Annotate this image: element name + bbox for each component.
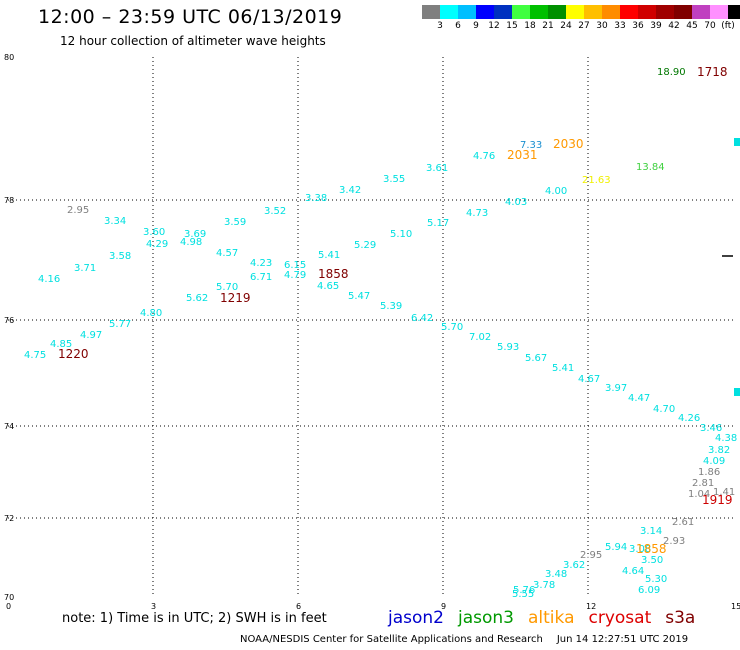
swh-label: 4.09 bbox=[703, 456, 725, 467]
swh-label: 4.57 bbox=[216, 248, 238, 259]
y-tick-label: 76 bbox=[4, 316, 14, 325]
swh-label: 5.47 bbox=[348, 291, 370, 302]
swh-label: 3.14 bbox=[640, 526, 662, 537]
satellite-label-s3a: s3a bbox=[665, 608, 695, 628]
swh-label: 3.48 bbox=[545, 569, 567, 580]
swh-label: 4.23 bbox=[250, 258, 272, 269]
satellite-label-cryosat: cryosat bbox=[589, 608, 652, 628]
footnote: note: 1) Time is in UTC; 2) SWH is in fe… bbox=[62, 611, 327, 626]
swh-label: 4.67 bbox=[578, 374, 600, 385]
swh-label: 18.90 bbox=[657, 67, 686, 78]
swh-label: 4.64 bbox=[622, 566, 644, 577]
edge-fragment bbox=[734, 138, 740, 146]
swh-label: 5.70 bbox=[441, 322, 463, 333]
swh-label: 6.09 bbox=[638, 585, 660, 596]
swh-label: 3.52 bbox=[264, 206, 286, 217]
swh-label: 4.98 bbox=[0, 0, 22, 3]
swh-label: 1919 bbox=[702, 493, 733, 507]
satellite-key: jason2 jason3 altika cryosat s3a bbox=[388, 608, 709, 628]
swh-label: 3.78 bbox=[533, 580, 555, 591]
swh-label: 13.84 bbox=[636, 162, 665, 173]
x-tick-label: 0 bbox=[6, 602, 11, 611]
swh-label: 1219 bbox=[220, 291, 251, 305]
y-tick-label: 80 bbox=[4, 53, 14, 62]
swh-label: 4.03 bbox=[505, 197, 527, 208]
swh-label: 5.41 bbox=[318, 250, 340, 261]
swh-label: 5.10 bbox=[390, 229, 412, 240]
swh-label: 3.34 bbox=[104, 216, 126, 227]
altimeter-plot: 8078767472700 3 6 9 12 1518.90 17187.33 2030203… bbox=[0, 0, 740, 650]
swh-label: 3.71 bbox=[74, 263, 96, 274]
y-tick-label: 70 bbox=[4, 593, 14, 602]
swh-label: 5.62 bbox=[186, 293, 208, 304]
axis-ticks: 8078767472700 3 6 9 12 15 bbox=[4, 53, 740, 611]
swh-label: 5.67 bbox=[525, 353, 547, 364]
swh-label: 3.82 bbox=[708, 445, 730, 456]
swh-labels: 18.90 17187.33 203020314.763.613.553.423.3… bbox=[0, 0, 737, 600]
swh-label: 5.94 bbox=[605, 542, 627, 553]
swh-label: 4.65 bbox=[317, 281, 339, 292]
swh-label: 4.26 bbox=[678, 413, 700, 424]
swh-label: 5.41 bbox=[552, 363, 574, 374]
satellite-label-jason2: jason2 bbox=[388, 608, 444, 628]
swh-label: 1.86 bbox=[698, 467, 720, 478]
x-tick-label: 3 bbox=[151, 602, 156, 611]
swh-label: 3.60 bbox=[143, 227, 165, 238]
swh-label: 1858 bbox=[636, 542, 667, 556]
y-tick-label: 74 bbox=[4, 422, 14, 431]
swh-label: 4.79 bbox=[284, 270, 306, 281]
x-tick-label: 6 bbox=[296, 602, 301, 611]
swh-label: 1220 bbox=[58, 347, 89, 361]
swh-label: 3.97 bbox=[605, 383, 627, 394]
edge-fragment bbox=[734, 388, 740, 396]
swh-label: 4.38 bbox=[715, 433, 737, 444]
swh-label: 4.70 bbox=[653, 404, 675, 415]
swh-label: 3.42 bbox=[339, 185, 361, 196]
swh-label: 2030 bbox=[553, 137, 584, 151]
swh-label: 3.38 bbox=[305, 193, 327, 204]
swh-label: 5.17 bbox=[427, 218, 449, 229]
x-tick-label: 15 bbox=[731, 602, 740, 611]
swh-label: 5.29 bbox=[354, 240, 376, 251]
swh-label: 5.39 bbox=[380, 301, 402, 312]
y-tick-label: 78 bbox=[4, 196, 14, 205]
satellite-label-jason3: jason3 bbox=[458, 608, 514, 628]
swh-label: 6.71 bbox=[250, 272, 272, 283]
swh-label: 2031 bbox=[507, 148, 538, 162]
swh-label: 4.80 bbox=[140, 308, 162, 319]
satellite-label-altika: altika bbox=[528, 608, 575, 628]
swh-label: 1718 bbox=[697, 65, 728, 79]
swh-label: 4.76 bbox=[473, 151, 495, 162]
swh-label: 3.55 bbox=[383, 174, 405, 185]
swh-label: 2.81 bbox=[692, 478, 714, 489]
y-tick-label: 72 bbox=[4, 514, 14, 523]
swh-label: 4.00 bbox=[545, 186, 567, 197]
swh-label: 2.61 bbox=[672, 517, 694, 528]
swh-label: 3.50 bbox=[641, 555, 663, 566]
swh-label: 5.55 bbox=[512, 589, 534, 600]
swh-label: 4.47 bbox=[628, 393, 650, 404]
swh-label: 4.16 bbox=[38, 274, 60, 285]
swh-label: 6.42 bbox=[411, 313, 433, 324]
swh-label: 1858 bbox=[318, 267, 349, 281]
swh-label: 4.29 bbox=[146, 239, 168, 250]
swh-label: 4.73 bbox=[466, 208, 488, 219]
swh-label: 4.75 bbox=[24, 350, 46, 361]
swh-label: 4.97 bbox=[80, 330, 102, 341]
swh-label: 3.58 bbox=[109, 251, 131, 262]
swh-label: 21.63 bbox=[582, 175, 611, 186]
swh-label: 5.30 bbox=[645, 574, 667, 585]
swh-label: 5.93 bbox=[497, 342, 519, 353]
credit-footer: NOAA/NESDIS Center for Satellite Applica… bbox=[240, 634, 688, 645]
swh-label: 7.02 bbox=[469, 332, 491, 343]
generation-timestamp: Jun 14 12:27:51 UTC 2019 bbox=[557, 634, 688, 645]
swh-label: 3.61 bbox=[426, 163, 448, 174]
swh-label: 4.98 bbox=[180, 237, 202, 248]
swh-label: 2.95 bbox=[67, 205, 89, 216]
credit-text: NOAA/NESDIS Center for Satellite Applica… bbox=[240, 634, 543, 645]
swh-label: 5.77 bbox=[109, 319, 131, 330]
swh-label: 3.59 bbox=[224, 217, 246, 228]
